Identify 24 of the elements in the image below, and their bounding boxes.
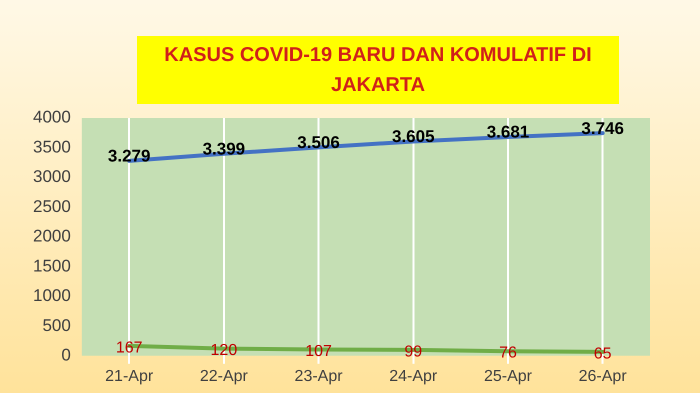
data-label: 99	[404, 343, 422, 360]
y-tick-label: 500	[42, 316, 71, 335]
y-tick-label: 3000	[32, 167, 71, 186]
y-tick-label: 2500	[32, 196, 71, 216]
x-tick-label: 25-Apr	[484, 368, 533, 385]
y-tick-label: 2000	[32, 226, 71, 246]
x-tick-label: 22-Apr	[200, 368, 249, 385]
data-label: 76	[499, 344, 517, 362]
x-tick-label: 23-Apr	[294, 368, 344, 385]
y-tick-label: 1000	[32, 286, 71, 306]
data-label: 120	[210, 342, 238, 360]
y-tick-label: 3500	[32, 137, 71, 156]
data-label: 167	[116, 339, 143, 356]
x-tick-label: 21-Apr	[105, 368, 154, 385]
data-label: 3.746	[581, 118, 624, 138]
y-tick-label: 1500	[32, 256, 71, 276]
data-label: 3.279	[108, 146, 150, 166]
data-label: 65	[594, 345, 612, 362]
x-tick-label: 26-Apr	[578, 368, 628, 385]
data-label: 107	[305, 342, 332, 360]
x-tick-label: 24-Apr	[389, 368, 438, 385]
chart-title: KASUS COVID-19 BARU DAN KOMULATIF DI JAKARTA	[137, 36, 619, 104]
y-tick-label: 4000	[32, 108, 71, 127]
y-tick-label: 0	[61, 345, 71, 364]
